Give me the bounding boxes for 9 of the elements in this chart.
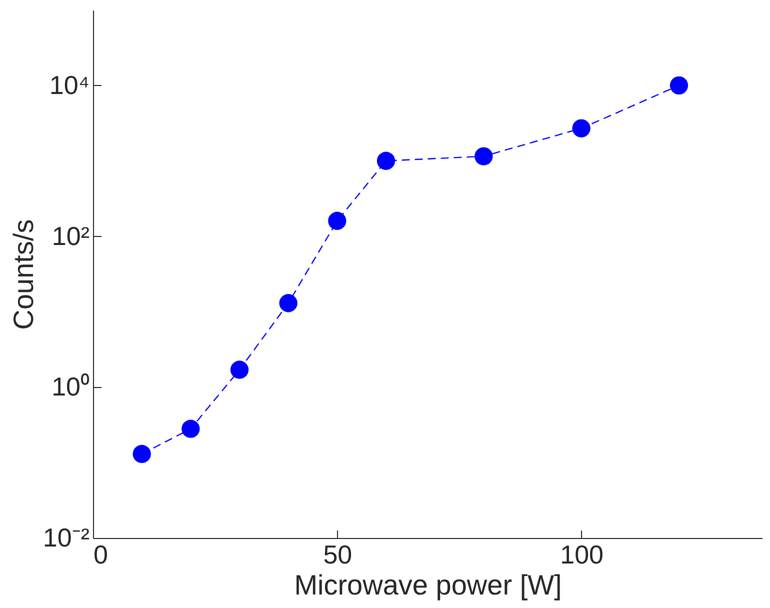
x-tick-label: 0 [94,540,108,570]
y-tick-label: 10⁻² [42,522,90,552]
x-tick-label: 50 [323,540,352,570]
y-tick-label: 10⁴ [49,70,90,100]
y-axis-title: Counts/s [8,219,39,330]
x-tick-label: 100 [560,540,604,570]
y-tick-label: 10⁰ [52,372,90,402]
y-tick-label: 10² [52,220,90,251]
x-axis-title: Microwave power [W] [294,570,562,600]
